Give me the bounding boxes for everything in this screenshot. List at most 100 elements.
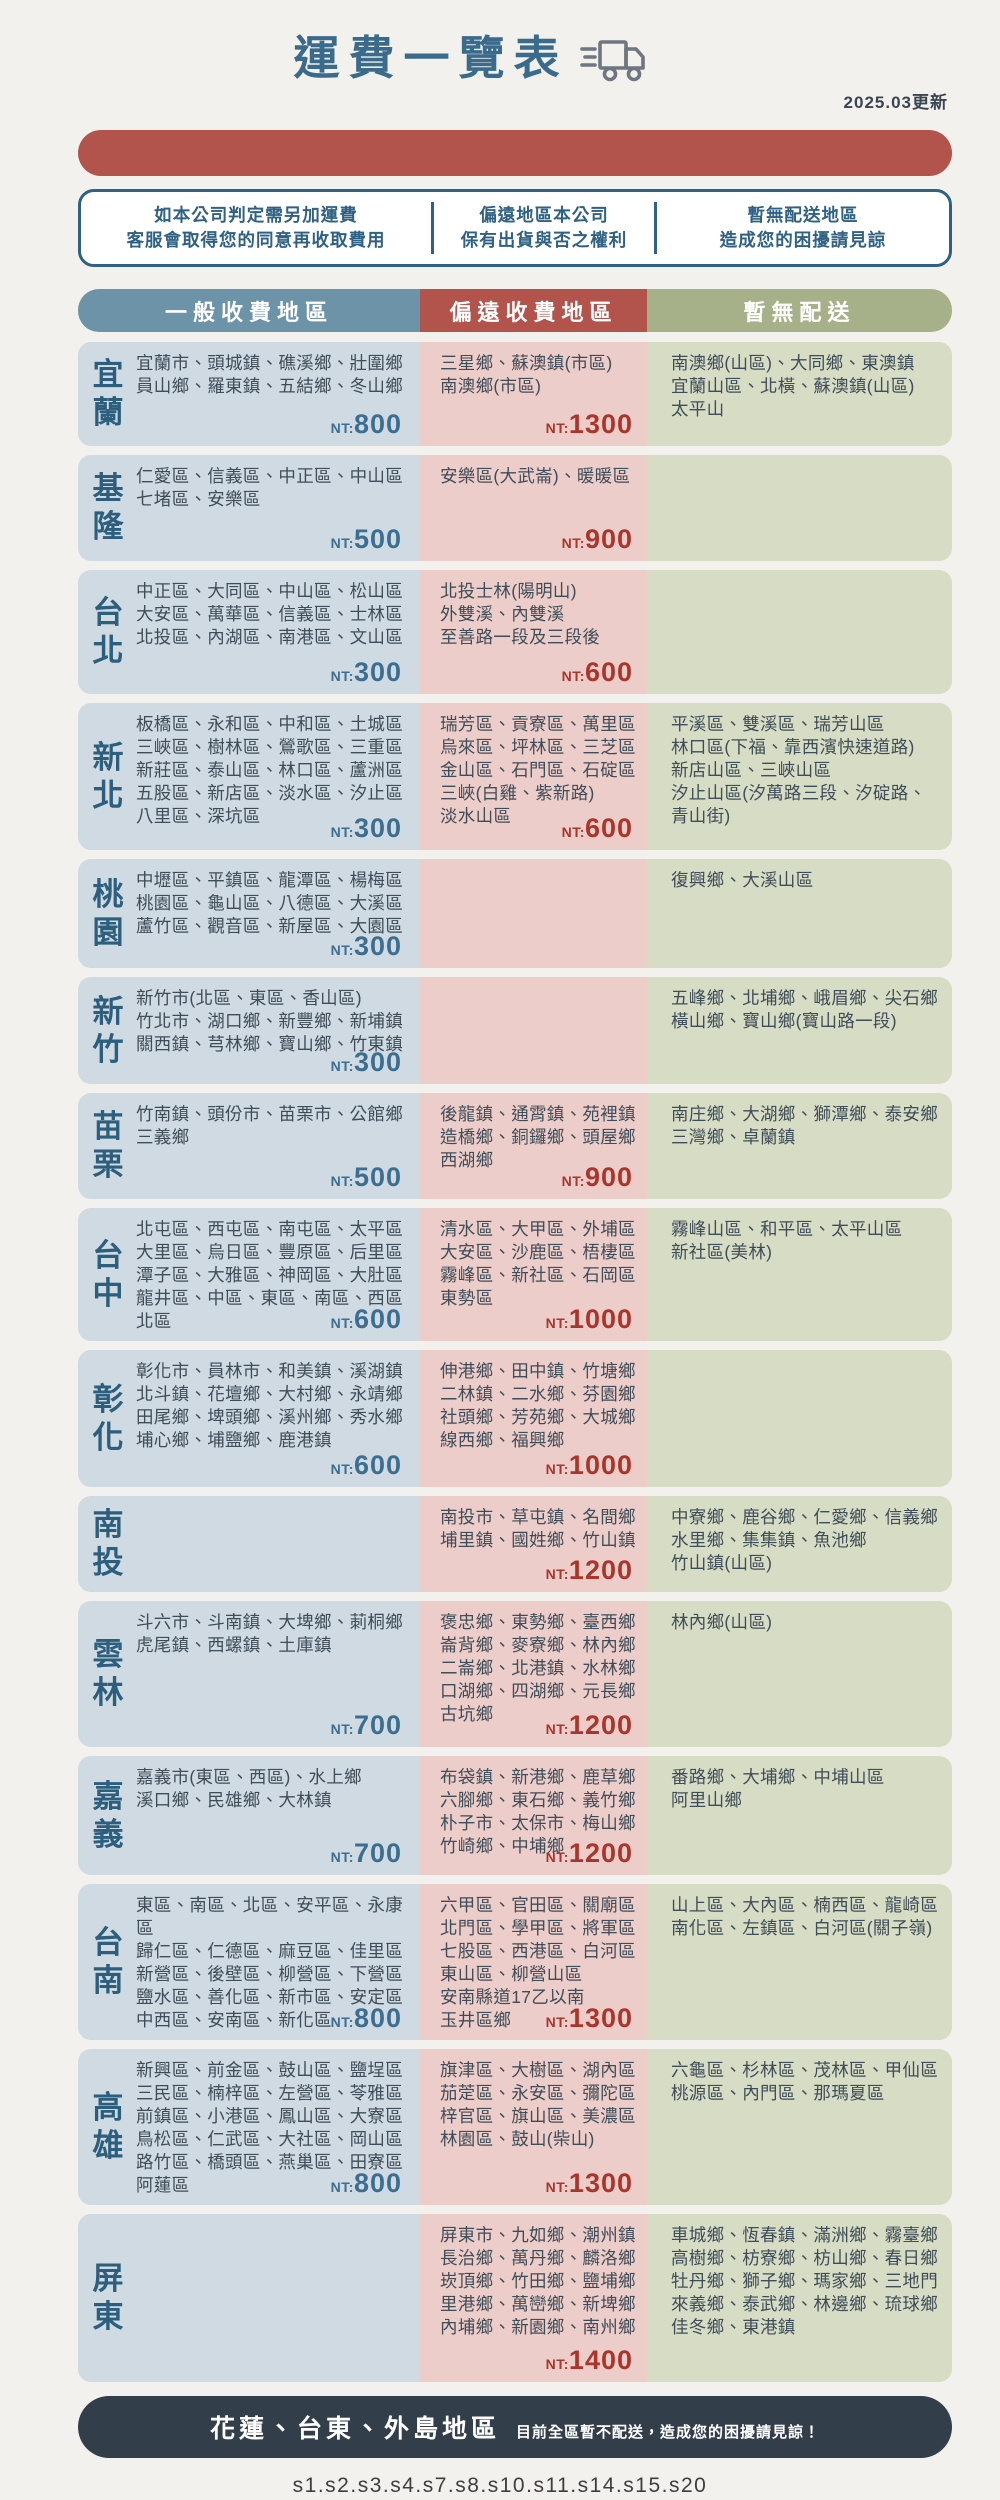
general-areas: 嘉義市(東區、西區)、水上鄉 溪口鄉、民雄鄉、大林鎮 — [136, 1767, 362, 1810]
no-delivery-areas: 五峰鄉、北埔鄉、峨眉鄉、尖石鄉 橫山鄉、寶山鄉(寶山路一段) — [671, 988, 938, 1031]
region-label: 台北 — [92, 595, 124, 668]
truck-icon — [579, 40, 645, 82]
remote-price: NT: 1300 — [545, 2168, 633, 2198]
update-date: 2025.03更新 — [843, 93, 948, 112]
remote-price: NT: 1300 — [545, 2003, 633, 2033]
general-price: NT: 500 — [330, 524, 402, 554]
remote-areas: 布袋鎮、新港鄉、鹿草鄉 六腳鄉、東石鄉、義竹鄉 朴子市、太保市、梅山鄉 竹崎鄉、… — [440, 1767, 636, 1856]
region-label: 雲林 — [92, 1637, 124, 1710]
remote-price: NT: 1400 — [545, 2345, 633, 2375]
general-price: NT: 600 — [330, 1450, 402, 1480]
general-areas: 宜蘭市、頭城鎮、礁溪鄉、壯圍鄉 員山鄉、羅東鎮、五結鄉、冬山鄉 — [136, 353, 403, 396]
general-price: NT: 700 — [330, 1838, 402, 1868]
no-delivery-areas: 番路鄉、大埔鄉、中埔山區 阿里山鄉 — [671, 1767, 885, 1810]
general-areas: 新興區、前金區、鼓山區、鹽埕區 三民區、楠梓區、左營區、苓雅區 前鎮區、小港區、… — [136, 2060, 403, 2195]
region-label: 台中 — [92, 1237, 124, 1311]
region-label: 宜蘭 — [92, 357, 124, 430]
page-header: 運費一覽表 2025.03更新 — [0, 0, 1000, 122]
remote-areas: 瑞芳區、貢寮區、萬里區 烏來區、坪林區、三芝區 金山區、石門區、石碇區 三峽(白… — [440, 714, 636, 826]
footer-code: s1.s2.s3.s4.s7.s8.s10.s11.s14.s15.s20 — [292, 2474, 708, 2497]
no-delivery-areas: 山上區、大內區、楠西區、龍崎區 南化區、左鎮區、白河區(關子嶺) — [671, 1895, 938, 1938]
region-row-hsinchu: 新竹 新竹市(北區、東區、香山區) 竹北市、湖口鄉、新豐鄉、新埔鎮 關西鎮、芎林… — [78, 977, 952, 1084]
remote-areas: 安樂區(大武崙)、暖暖區 — [440, 466, 631, 486]
region-label: 台南 — [92, 1925, 124, 1998]
general-price: NT: 500 — [330, 1162, 402, 1192]
general-areas: 東區、南區、北區、安平區、永康區 歸仁區、仁德區、麻豆區、佳里區 新營區、後壁區… — [136, 1895, 403, 2030]
remote-areas: 清水區、大甲區、外埔區 大安區、沙鹿區、梧棲區 霧峰區、新社區、石岡區 東勢區 — [440, 1219, 636, 1308]
remote-areas: 後龍鎮、通霄鎮、苑裡鎮 造橋鄉、銅鑼鄉、頭屋鄉 西湖鄉 — [440, 1104, 636, 1170]
general-price: NT: 300 — [330, 813, 402, 843]
general-areas: 竹南鎮、頭份市、苗栗市、公館鄉 三義鄉 — [136, 1104, 403, 1147]
remote-price: NT: 1300 — [545, 409, 633, 439]
region-row-pingtung: 屏東 屏東市、九如鄉、潮州鎮 長治鄉、萬丹鄉、麟洛鄉 崁頂鄉、竹田鄉、鹽埔鄉 里… — [78, 2214, 952, 2382]
header-general-area: 一般收費地區 — [78, 289, 420, 332]
fee-table: 如本公司判定需另加運費 客服會取得您的同意再收取費用 偏遠地區本公司 保有出貨與… — [78, 130, 952, 2458]
region-row-keelung: 基隆 仁愛區、信義區、中正區、中山區 七堵區、安樂區 NT: 500 安樂區(大武… — [78, 455, 952, 561]
remote-price: NT: 600 — [561, 657, 633, 687]
region-row-newtaipei: 新北 板橋區、永和區、中和區、土城區 三峽區、樹林區、鶯歌區、三重區 新莊區、泰… — [78, 703, 952, 850]
decorative-red-bar — [78, 130, 952, 176]
region-row-nantou: 南投 南投市、草屯鎮、名間鄉 埔里鎮、國姓鄉、竹山鎮 NT: 1200 中寮鄉、鹿… — [78, 1496, 952, 1592]
region-label: 屏東 — [92, 2261, 124, 2334]
east-islands-banner: 花蓮、台東、外島地區 目前全區暫不配送，造成您的困擾請見諒！ — [78, 2396, 952, 2458]
general-price: NT: 800 — [330, 2003, 402, 2033]
region-label: 新竹 — [92, 993, 124, 1067]
no-delivery-areas: 中寮鄉、鹿谷鄉、仁愛鄉、信義鄉 水里鄉、集集鎮、魚池鄉 竹山鎮(山區) — [671, 1507, 938, 1573]
no-delivery-areas: 南庄鄉、大湖鄉、獅潭鄉、泰安鄉 三灣鄉、卓蘭鎮 — [671, 1104, 938, 1147]
banner-note: 目前全區暫不配送，造成您的困擾請見諒！ — [516, 2423, 821, 2441]
notice-no-delivery: 暫無配送地區 造成您的困擾請見諒 — [719, 205, 887, 250]
remote-price: NT: 1200 — [545, 1555, 633, 1585]
column-headers: 一般收費地區 偏遠收費地區 暫無配送 — [78, 289, 952, 332]
remote-price: NT: 600 — [561, 813, 633, 843]
no-delivery-areas: 六龜區、杉林區、茂林區、甲仙區 桃源區、內門區、那瑪夏區 — [671, 2060, 938, 2103]
remote-price: NT: 900 — [561, 524, 633, 554]
region-row-taipei: 台北 中正區、大同區、中山區、松山區 大安區、萬華區、信義區、士林區 北投區、內… — [78, 570, 952, 694]
banner-title: 花蓮、台東、外島地區 — [209, 2415, 500, 2443]
region-row-miaoli: 苗栗 竹南鎮、頭份市、苗栗市、公館鄉 三義鄉 NT: 500 後龍鎮、通霄鎮、苑裡… — [78, 1093, 952, 1199]
remote-areas: 三星鄉、蘇澳鎮(市區) 南澳鄉(市區) — [440, 353, 613, 396]
general-price: NT: 800 — [330, 2168, 402, 2198]
region-row-chiayi: 嘉義 嘉義市(東區、西區)、水上鄉 溪口鄉、民雄鄉、大林鎮 NT: 700 布袋鎮… — [78, 1756, 952, 1875]
general-areas: 斗六市、斗南鎮、大埤鄉、莿桐鄉 虎尾鎮、西螺鎮、土庫鎮 — [136, 1612, 403, 1655]
region-label: 嘉義 — [92, 1778, 124, 1852]
region-row-taichung: 台中 北屯區、西屯區、南屯區、太平區 大里區、烏日區、豐原區、后里區 潭子區、大… — [78, 1208, 952, 1341]
general-areas: 仁愛區、信義區、中正區、中山區 七堵區、安樂區 — [136, 466, 403, 509]
no-delivery-areas: 復興鄉、大溪山區 — [671, 870, 814, 890]
remote-areas: 北投士林(陽明山) 外雙溪、內雙溪 至善路一段及三段後 — [440, 581, 601, 647]
general-areas: 中壢區、平鎮區、龍潭區、楊梅區 桃園區、龜山區、八德區、大溪區 蘆竹區、觀音區、… — [136, 870, 403, 936]
remote-areas: 南投市、草屯鎮、名間鄉 埔里鎮、國姓鄉、竹山鎮 — [440, 1507, 636, 1550]
no-delivery-areas: 平溪區、雙溪區、瑞芳山區 林口區(下福、靠西濱快速道路) 新店山區、三峽山區 汐… — [671, 714, 927, 826]
remote-areas: 旗津區、大樹區、湖內區 茄萣區、永安區、彌陀區 梓官區、旗山區、美濃區 林園區、… — [440, 2060, 636, 2149]
remote-areas: 褒忠鄉、東勢鄉、臺西鄉 崙背鄉、麥寮鄉、林內鄉 二崙鄉、北港鎮、水林鄉 口湖鄉、… — [440, 1612, 636, 1724]
remote-price: NT: 1000 — [545, 1304, 633, 1334]
general-areas: 彰化市、員林市、和美鎮、溪湖鎮 北斗鎮、花壇鄉、大村鄉、永靖鄉 田尾鄉、埤頭鄉、… — [136, 1361, 403, 1450]
region-rows: 宜蘭 宜蘭市、頭城鎮、礁溪鄉、壯圍鄉 員山鄉、羅東鎮、五結鄉、冬山鄉 NT: 80… — [78, 342, 952, 2382]
notice-remote-right: 偏遠地區本公司 保有出貨與否之權利 — [431, 202, 657, 254]
no-delivery-areas: 南澳鄉(山區)、大同鄉、東澳鎮 宜蘭山區、北橫、蘇澳鎮(山區) 太平山 — [671, 353, 915, 419]
general-price: NT: 300 — [330, 931, 402, 961]
general-price: NT: 800 — [330, 409, 402, 439]
no-delivery-areas: 車城鄉、恆春鎮、滿洲鄉、霧臺鄉 高樹鄉、枋寮鄉、枋山鄉、春日鄉 牡丹鄉、獅子鄉、… — [671, 2225, 938, 2337]
region-label: 彰化 — [92, 1381, 124, 1455]
region-label: 新北 — [92, 739, 124, 813]
remote-areas: 六甲區、官田區、關廟區 北門區、學甲區、將軍區 七股區、西港區、白河區 東山區、… — [440, 1895, 636, 2030]
remote-price: NT: 1200 — [545, 1710, 633, 1740]
region-label: 桃園 — [92, 876, 124, 950]
header-no-delivery: 暫無配送 — [647, 289, 952, 332]
general-price: NT: 300 — [330, 1047, 402, 1077]
remote-areas: 伸港鄉、田中鎮、竹塘鄉 二林鎮、二水鄉、芬園鄉 社頭鄉、芳苑鄉、大城鄉 線西鄉、… — [440, 1361, 636, 1450]
region-label: 基隆 — [92, 471, 124, 544]
page-title: 運費一覽表 — [293, 31, 569, 84]
general-price: NT: 700 — [330, 1710, 402, 1740]
remote-areas: 屏東市、九如鄉、潮州鎮 長治鄉、萬丹鄉、麟洛鄉 崁頂鄉、竹田鄉、鹽埔鄉 里港鄉、… — [440, 2225, 636, 2337]
general-areas: 板橋區、永和區、中和區、土城區 三峽區、樹林區、鶯歌區、三重區 新莊區、泰山區、… — [136, 714, 403, 826]
region-label: 高雄 — [92, 2090, 124, 2163]
region-row-changhua: 彰化 彰化市、員林市、和美鎮、溪湖鎮 北斗鎮、花壇鄉、大村鄉、永靖鄉 田尾鄉、埤… — [78, 1350, 952, 1487]
general-areas: 新竹市(北區、東區、香山區) 竹北市、湖口鄉、新豐鄉、新埔鎮 關西鎮、芎林鄉、寶… — [136, 988, 403, 1054]
no-delivery-areas: 霧峰山區、和平區、太平山區 新社區(美林) — [671, 1219, 903, 1262]
region-row-yilan: 宜蘭 宜蘭市、頭城鎮、礁溪鄉、壯圍鄉 員山鄉、羅東鎮、五結鄉、冬山鄉 NT: 80… — [78, 342, 952, 446]
general-areas: 北屯區、西屯區、南屯區、太平區 大里區、烏日區、豐原區、后里區 潭子區、大雅區、… — [136, 1219, 403, 1331]
general-price: NT: 300 — [330, 657, 402, 687]
region-row-tainan: 台南 東區、南區、北區、安平區、永康區 歸仁區、仁德區、麻豆區、佳里區 新營區、… — [78, 1884, 952, 2040]
region-row-taoyuan: 桃園 中壢區、平鎮區、龍潭區、楊梅區 桃園區、龜山區、八德區、大溪區 蘆竹區、觀… — [78, 859, 952, 968]
